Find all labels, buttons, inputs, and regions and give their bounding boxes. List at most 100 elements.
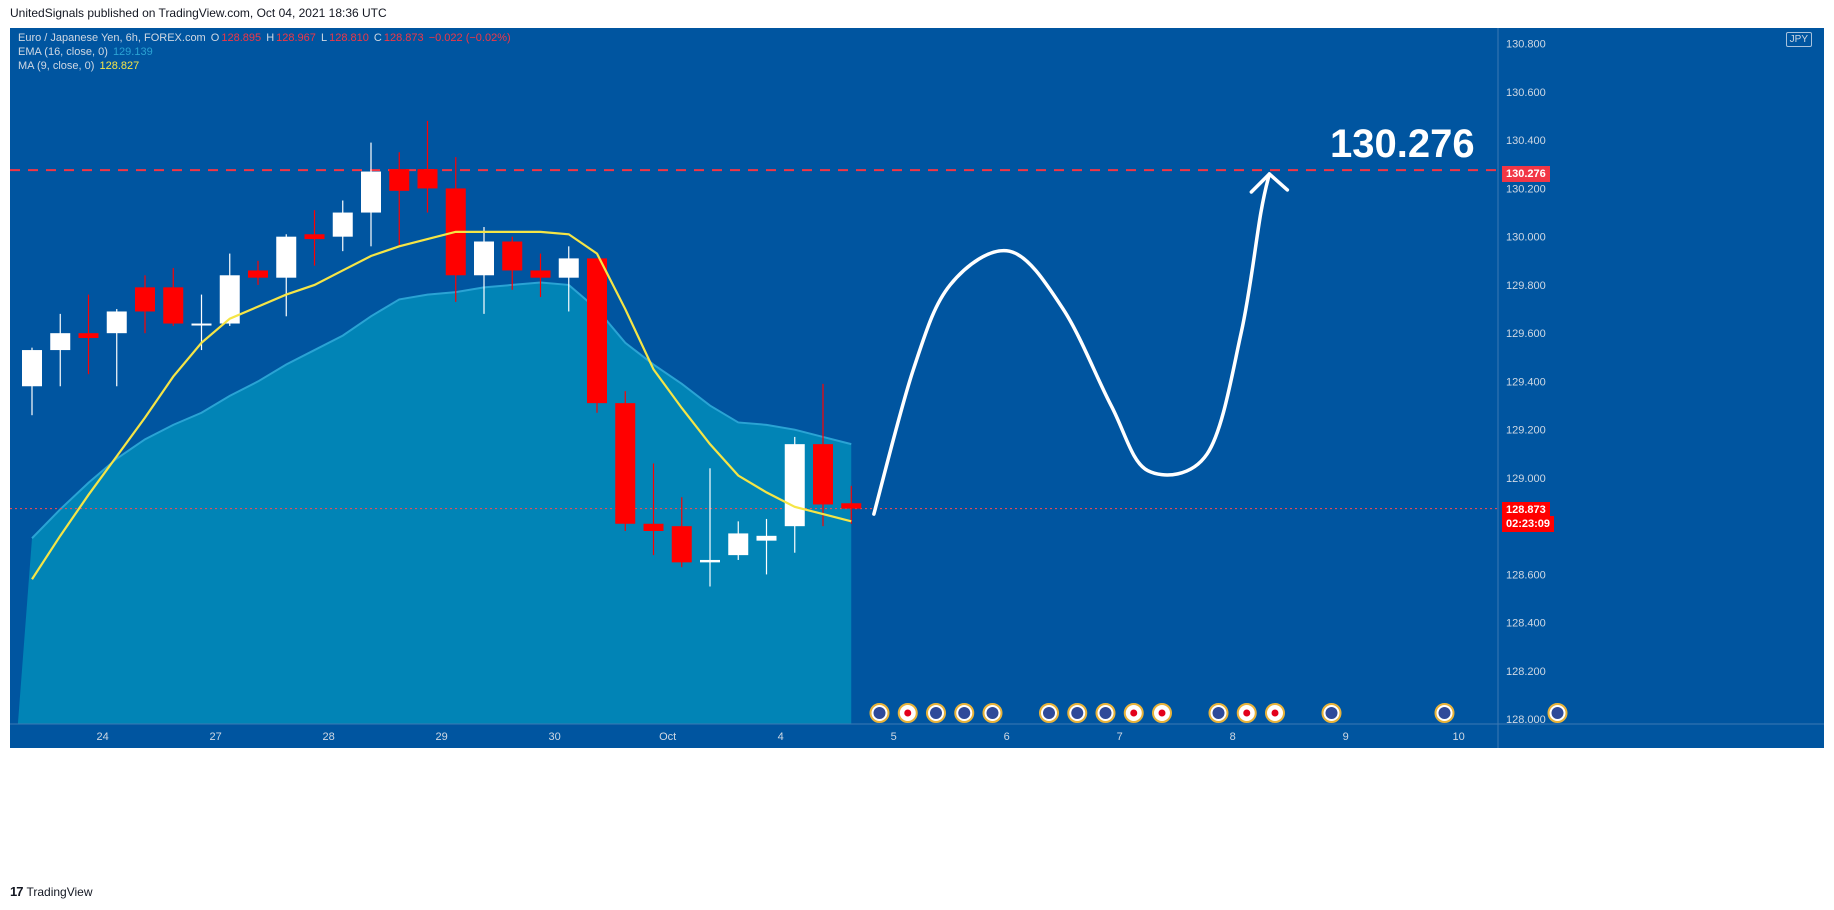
candle-up [756,535,777,541]
symbol-label: Euro / Japanese Yen, 6h, FOREX.com [18,32,206,44]
time-tick-label: 5 [891,731,897,743]
low-label: L [320,32,328,44]
countdown-badge: 02:23:09 [1502,516,1555,532]
candle-down [502,241,523,271]
price-tick-label: 128.400 [1506,618,1546,630]
publish-caption: UnitedSignals published on TradingView.c… [10,6,387,20]
candle-down [530,270,551,278]
currency-button[interactable]: JPY [1785,32,1812,47]
time-tick-label: 4 [778,731,784,743]
eu-flag-fill [930,707,942,719]
price-tick-label: 129.600 [1506,328,1546,340]
candle-up [558,258,579,278]
target-annotation: 130.276 [1330,122,1475,166]
candle-up [106,311,127,334]
target-price-badge: 130.276 [1502,166,1550,182]
eu-flag-fill [1325,707,1338,719]
ema-value: 129.139 [112,46,153,58]
candle-down [304,234,325,240]
candle-down [615,403,636,524]
candle-down [248,270,268,278]
event-marker-dot [1243,709,1251,717]
time-tick-label: 27 [210,731,222,743]
projection-path [872,172,1272,516]
ema-area [17,282,852,724]
candle-down [417,169,438,189]
candle-up [50,333,71,351]
ma-line [31,230,852,580]
time-tick-label: 9 [1343,731,1349,743]
ema-label: EMA (16, close, 0) [18,46,108,58]
ma-value: 128.827 [99,60,140,72]
candle-up [276,236,297,278]
price-tick-label: 130.400 [1506,135,1546,147]
open-value: 128.895 [221,32,262,44]
event-marker-dot [1130,709,1138,717]
footer[interactable]: 17 TradingView [10,884,93,899]
price-tick-label: 129.400 [1506,376,1546,388]
legend-ema-row[interactable]: EMA (16, close, 0) 129.139 [18,46,155,58]
eu-flag-fill [1551,707,1564,719]
price-tick-label: 130.800 [1506,39,1546,51]
legend-ma-row[interactable]: MA (9, close, 0) 128.827 [18,60,141,72]
time-tick-label: 24 [97,731,109,743]
event-marker-dot [1158,709,1166,717]
tradingview-logo-icon[interactable]: 17 [10,884,24,899]
candle-up [22,350,42,387]
candle-up [474,241,494,276]
candle-up [361,171,381,213]
eu-flag-fill [1099,707,1112,719]
event-marker-dot [1271,709,1279,717]
candle-down [813,444,833,505]
price-tick-label: 130.000 [1506,232,1546,244]
candle-up [700,559,720,563]
time-tick-label: 6 [1004,731,1010,743]
projection-arrowhead [1249,172,1290,194]
legend-symbol-row: Euro / Japanese Yen, 6h, FOREX.com O 128.… [18,32,513,44]
ma-label: MA (9, close, 0) [18,60,95,72]
candle-down [841,503,862,509]
eu-flag-fill [1438,707,1451,719]
high-label: H [266,32,275,44]
candle-down [389,169,410,191]
eu-flag-fill [986,707,999,719]
close-label: C [373,32,382,44]
time-tick-label: 8 [1230,731,1236,743]
price-tick-label: 128.600 [1506,569,1546,581]
candle-down [643,523,664,532]
price-tick-label: 130.600 [1506,87,1546,99]
price-tick-label: 130.200 [1506,183,1546,195]
close-value: 128.873 [383,32,424,44]
change-value: −0.022 (−0.02%) [428,32,511,44]
time-tick-label: 30 [549,731,561,743]
candle-up [784,444,805,527]
candlestick-chart[interactable]: 128.000128.200128.400128.600128.800129.0… [10,28,1824,878]
candle-down [587,258,607,404]
last-price-badge: 128.873 [1502,502,1550,518]
eu-flag-fill [1043,707,1055,719]
price-tick-label: 129.000 [1506,473,1546,485]
price-tick-label: 128.000 [1506,714,1546,726]
event-marker-dot [904,709,912,717]
time-tick-label: Oct [659,731,676,743]
price-tick-label: 129.800 [1506,280,1546,292]
candle-up [191,323,212,326]
candle-down [135,287,155,312]
chart-panel[interactable]: 128.000128.200128.400128.600128.800129.0… [10,28,1824,878]
price-tick-label: 129.200 [1506,425,1546,437]
eu-flag-fill [1071,707,1084,719]
candle-down [163,287,184,324]
candle-up [219,275,240,324]
brand-label[interactable]: TradingView [26,884,93,899]
eu-flag-fill [1212,707,1225,719]
candle-down [671,526,692,563]
low-value: 128.810 [329,32,369,44]
time-tick-label: 10 [1453,731,1465,743]
open-label: O [210,32,220,44]
eu-flag-fill [873,707,886,719]
time-tick-label: 7 [1117,731,1123,743]
high-value: 128.967 [276,32,316,44]
ema-line [31,281,852,539]
candle-up [332,212,353,237]
price-tick-label: 128.200 [1506,666,1546,678]
